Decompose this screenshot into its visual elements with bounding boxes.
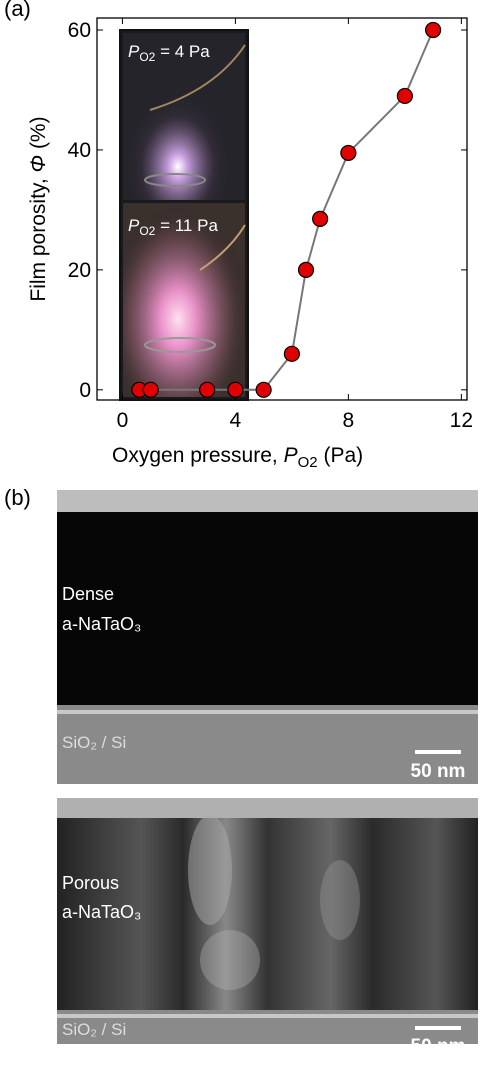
panel-label: (a) xyxy=(4,0,31,21)
data-point xyxy=(396,87,413,105)
y-tick-label: 20 xyxy=(68,259,91,282)
subscript: O2 xyxy=(298,454,318,471)
x-tick-label: 0 xyxy=(117,409,129,432)
x-tick-label: 12 xyxy=(450,409,473,432)
y-tick-label: 40 xyxy=(68,139,91,162)
y-tick-label: 0 xyxy=(79,379,91,402)
symbol: P xyxy=(284,444,298,467)
scale-label: 50 nm xyxy=(411,1036,466,1057)
x-tick-label: 4 xyxy=(230,409,242,432)
y-axis-label: Film porosity, Φ (%) xyxy=(27,116,50,301)
text: = 11 Pa xyxy=(155,216,218,235)
data-point xyxy=(142,381,159,398)
text: Oxygen pressure, xyxy=(112,444,284,467)
data-point xyxy=(297,261,315,278)
film-label: Porous xyxy=(62,873,119,893)
text: = 4 Pa xyxy=(155,42,210,61)
y-tick-label: 60 xyxy=(68,19,91,42)
inset-photos xyxy=(119,29,249,401)
film-label: a-NaTaO₃ xyxy=(62,614,141,634)
x-tick-label: 8 xyxy=(343,409,355,432)
substrate-label: SiO₂ / Si xyxy=(62,1020,126,1039)
symbol: P xyxy=(128,42,140,61)
film-label: Dense xyxy=(62,584,114,604)
tem-image xyxy=(57,490,478,784)
text: Film porosity, xyxy=(27,172,50,301)
symbol: Φ xyxy=(27,155,50,173)
text: (%) xyxy=(27,116,50,155)
data-point xyxy=(312,210,329,227)
data-point xyxy=(255,381,272,398)
subscript: O2 xyxy=(139,224,155,238)
data-point xyxy=(199,381,216,398)
substrate-label: SiO₂ / Si xyxy=(62,733,126,752)
data-point xyxy=(227,381,244,398)
data-point xyxy=(340,144,357,162)
plot-frame xyxy=(96,17,468,401)
inset-label: PO2 = 4 Pa xyxy=(128,42,210,64)
scale-label: 50 nm xyxy=(411,761,466,782)
symbol: P xyxy=(128,216,140,235)
tem-image xyxy=(57,798,478,1044)
panel-label: (b) xyxy=(4,485,31,510)
subscript: O2 xyxy=(139,50,155,64)
x-axis-label: Oxygen pressure, PO2 (Pa) xyxy=(112,444,363,471)
data-point xyxy=(425,21,442,39)
text: (Pa) xyxy=(318,444,364,467)
inset-label: PO2 = 11 Pa xyxy=(128,216,218,238)
film-label: a-NaTaO₃ xyxy=(62,902,141,922)
data-point xyxy=(283,345,300,362)
